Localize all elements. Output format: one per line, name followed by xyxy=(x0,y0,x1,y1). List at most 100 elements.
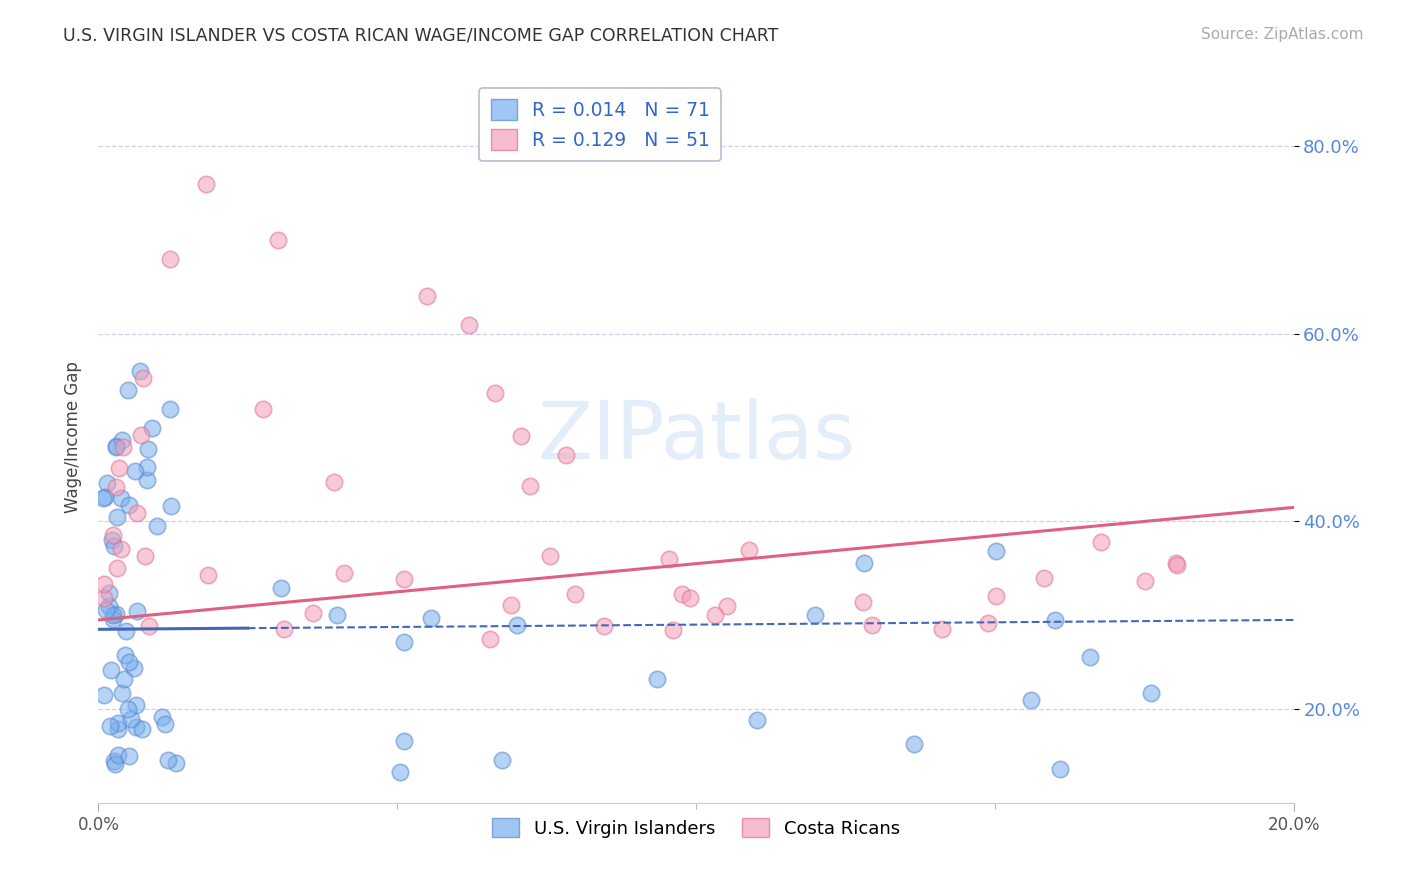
Point xyxy=(1140,686,1163,700)
Point xyxy=(984,590,1007,604)
Point xyxy=(141,420,163,434)
Point xyxy=(111,433,134,447)
Point xyxy=(394,734,416,748)
Point xyxy=(593,618,616,632)
Point xyxy=(302,607,325,621)
Point xyxy=(860,617,883,632)
Point xyxy=(157,753,180,767)
Point xyxy=(197,568,219,582)
Point xyxy=(1166,558,1188,573)
Point xyxy=(124,464,146,478)
Point xyxy=(1078,649,1101,664)
Point xyxy=(91,491,114,506)
Point xyxy=(491,753,513,767)
Point xyxy=(671,587,693,601)
Point xyxy=(458,318,481,332)
Point xyxy=(118,748,141,763)
Point xyxy=(392,572,415,586)
Point xyxy=(136,442,159,456)
Point xyxy=(107,748,129,763)
Point xyxy=(131,722,153,736)
Point xyxy=(326,608,349,623)
Point xyxy=(159,499,181,513)
Point xyxy=(658,551,681,566)
Point xyxy=(124,720,146,734)
Point xyxy=(984,544,1007,558)
Point xyxy=(977,616,1000,631)
Point xyxy=(1135,574,1157,589)
Point xyxy=(98,599,121,613)
Point xyxy=(118,498,141,512)
Point xyxy=(107,460,129,475)
Point xyxy=(125,506,148,520)
Point xyxy=(104,756,127,771)
Point xyxy=(159,252,181,266)
Point xyxy=(323,475,346,490)
Point xyxy=(195,177,218,191)
Point xyxy=(117,383,139,397)
Point xyxy=(1032,571,1054,585)
Point xyxy=(110,541,132,556)
Point xyxy=(111,686,134,700)
Point xyxy=(105,607,128,621)
Point xyxy=(105,510,128,524)
Point xyxy=(101,607,124,622)
Point xyxy=(117,701,139,715)
Y-axis label: Wage/Income Gap: Wage/Income Gap xyxy=(63,361,82,513)
Point xyxy=(1164,557,1187,571)
Point xyxy=(564,587,586,601)
Point xyxy=(98,719,121,733)
Point xyxy=(138,619,160,633)
Point xyxy=(392,635,415,649)
Point xyxy=(124,660,146,674)
Point xyxy=(110,491,132,506)
Point xyxy=(506,617,529,632)
Point xyxy=(101,528,124,542)
Point xyxy=(333,566,356,581)
Point xyxy=(101,533,124,548)
Point xyxy=(104,480,127,494)
Point xyxy=(804,608,827,623)
Point xyxy=(101,612,124,626)
Point xyxy=(931,622,953,636)
Point xyxy=(93,688,115,702)
Point xyxy=(112,672,135,686)
Point xyxy=(96,602,118,616)
Point xyxy=(165,756,187,771)
Point xyxy=(134,549,156,563)
Point xyxy=(125,604,148,618)
Point xyxy=(132,371,155,385)
Point xyxy=(150,710,173,724)
Point xyxy=(738,543,761,558)
Point xyxy=(105,440,128,454)
Point xyxy=(679,591,702,606)
Point xyxy=(93,591,115,605)
Point xyxy=(484,386,506,401)
Point xyxy=(501,598,523,612)
Point xyxy=(538,549,561,563)
Legend: U.S. Virgin Islanders, Costa Ricans: U.S. Virgin Islanders, Costa Ricans xyxy=(485,811,907,845)
Text: ZIPatlas: ZIPatlas xyxy=(537,398,855,476)
Point xyxy=(745,714,768,728)
Point xyxy=(159,401,181,416)
Point xyxy=(1090,534,1112,549)
Point xyxy=(252,402,274,417)
Point xyxy=(129,364,152,378)
Text: Source: ZipAtlas.com: Source: ZipAtlas.com xyxy=(1201,27,1364,42)
Point xyxy=(136,459,159,474)
Point xyxy=(267,233,290,247)
Point xyxy=(519,479,541,493)
Point xyxy=(93,576,115,591)
Point xyxy=(903,738,925,752)
Point xyxy=(105,561,128,575)
Point xyxy=(703,608,725,623)
Point xyxy=(125,698,148,712)
Point xyxy=(852,595,875,609)
Point xyxy=(1043,613,1066,627)
Point xyxy=(121,712,143,726)
Point xyxy=(146,518,169,533)
Point xyxy=(273,622,295,636)
Point xyxy=(129,428,152,442)
Point xyxy=(115,624,138,638)
Point xyxy=(1019,693,1042,707)
